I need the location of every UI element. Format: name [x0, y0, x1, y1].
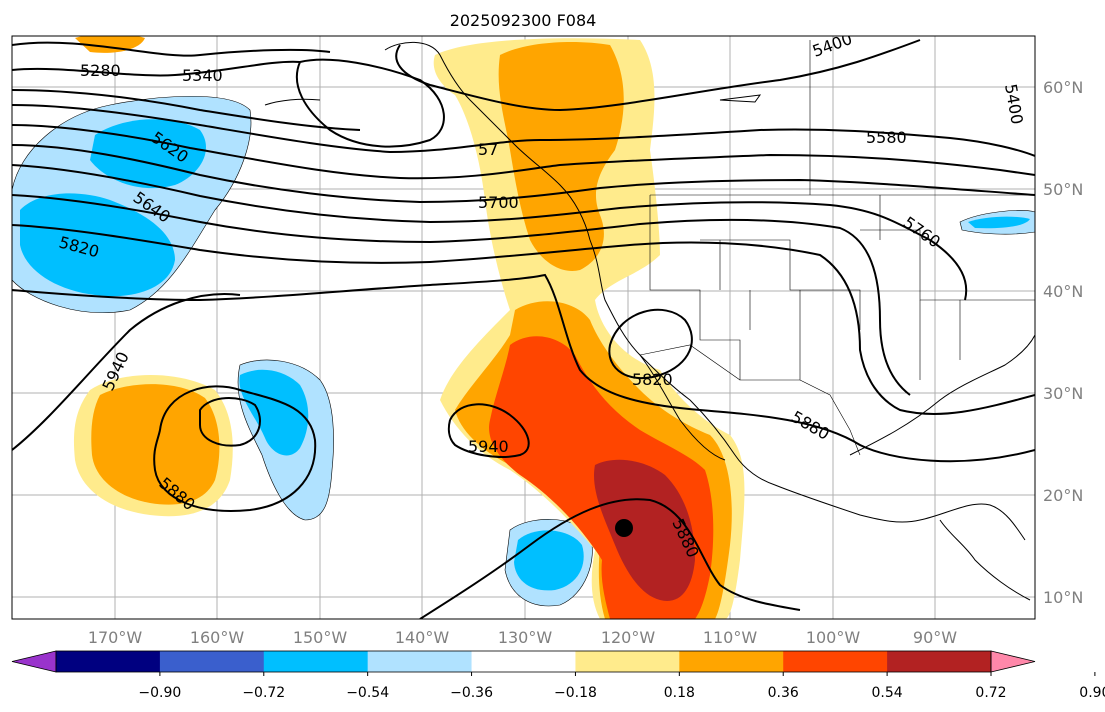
- shading-negative-moderate-central: [239, 369, 309, 456]
- lat-tick: 10°N: [1043, 588, 1083, 607]
- contour-label: 5700: [478, 193, 519, 212]
- lat-tick-labels: 60°N 50°N 40°N 30°N 20°N 10°N: [1043, 78, 1083, 607]
- contour-label: 5820: [632, 370, 673, 389]
- lon-tick: 100°W: [806, 628, 861, 647]
- colorbar-tick-label: −0.36: [450, 685, 493, 701]
- colorbar-bin: [575, 651, 680, 672]
- map-frame: [11, 35, 1036, 620]
- colorbar-tick-label: −0.72: [242, 685, 285, 701]
- contour-label: 5280: [80, 61, 121, 80]
- lon-tick: 90°W: [913, 628, 957, 647]
- lon-tick: 140°W: [395, 628, 450, 647]
- lon-tick: 150°W: [293, 628, 348, 647]
- colorbar-tick-label: 0.90: [1079, 685, 1105, 701]
- shading-positive-very-strong-south: [594, 459, 695, 601]
- lon-tick: 170°W: [88, 628, 143, 647]
- colorbar-outline: [55, 650, 992, 673]
- contour-label: 57: [478, 140, 498, 159]
- shading-negative-moderate-nw-b: [90, 119, 206, 189]
- colorbar-tick-label: −0.54: [346, 685, 389, 701]
- point-marker: [615, 519, 633, 537]
- colorbar-bin: [367, 651, 473, 672]
- colorbar-bin: [56, 651, 161, 672]
- colorbar-bin: [783, 651, 888, 672]
- shading-negative-moderate-nw-a: [20, 193, 175, 297]
- lat-tick: 60°N: [1043, 78, 1083, 97]
- colorbar: −0.90 −0.72 −0.54 −0.36 −0.18 0.18 0.36 0.54 0.7…: [11, 650, 1105, 701]
- borders: [639, 40, 1035, 456]
- shading-positive-aleutian: [75, 36, 145, 53]
- colorbar-tick-label: −0.90: [138, 685, 181, 701]
- colorbar-bin: [159, 651, 265, 672]
- lon-tick: 130°W: [498, 628, 553, 647]
- colorbar-bin: [887, 651, 992, 672]
- colorbar-ticks: −0.90 −0.72 −0.54 −0.36 −0.18 0.18 0.36 0.54 0.7…: [138, 672, 1105, 701]
- lon-tick: 110°W: [703, 628, 758, 647]
- shading-negative-moderate-east: [514, 530, 584, 591]
- colorbar-tick-label: 0.36: [768, 685, 799, 701]
- map-area: 5280 5340 5400 5400 5580 5620 5640 5700 …: [12, 36, 1035, 619]
- colorbar-tick-label: −0.18: [554, 685, 597, 701]
- lon-tick-labels: 170°W 160°W 150°W 140°W 130°W 120°W 110°…: [88, 628, 957, 647]
- colorbar-tick-label: 0.54: [872, 685, 903, 701]
- shading-positive-moderate-north: [498, 42, 624, 271]
- lon-tick: 160°W: [190, 628, 245, 647]
- shading-negative-great-lakes-core: [968, 216, 1030, 229]
- colorbar-bin: [679, 651, 784, 672]
- colorbar-extend-high: [990, 650, 1036, 673]
- lat-tick: 50°N: [1043, 180, 1083, 199]
- colorbar-bins: [11, 650, 1036, 673]
- lat-tick: 20°N: [1043, 486, 1083, 505]
- colorbar-bin: [263, 651, 369, 672]
- lat-tick: 40°N: [1043, 282, 1083, 301]
- colorbar-bin: [471, 651, 576, 672]
- contour-label: 5340: [182, 66, 223, 85]
- colorbar-tick-label: 0.72: [975, 685, 1006, 701]
- lon-tick: 120°W: [601, 628, 656, 647]
- height-contours: [12, 39, 1035, 619]
- colorbar-tick-label: 0.18: [664, 685, 695, 701]
- contour-label: 5940: [468, 437, 509, 456]
- lat-tick: 30°N: [1043, 384, 1083, 403]
- map-title: 2025092300 F084: [450, 11, 597, 30]
- colorbar-extend-low: [11, 650, 57, 673]
- contour-label: 5580: [866, 128, 907, 147]
